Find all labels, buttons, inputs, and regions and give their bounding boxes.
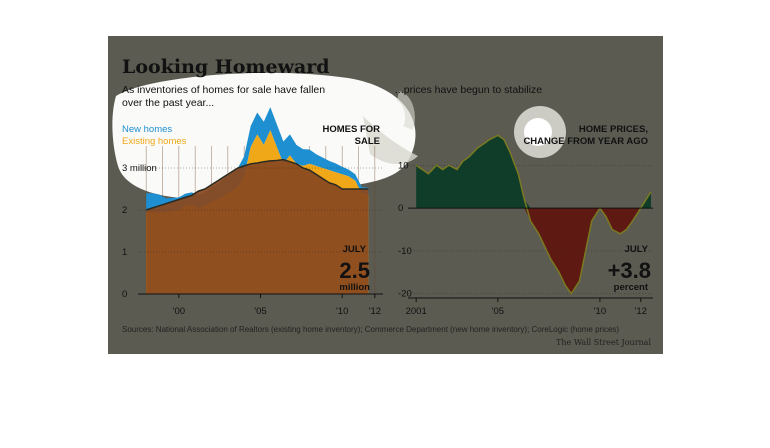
y-tick-label: -10 xyxy=(398,246,412,257)
chart-canvas: Looking Homeward As inventories of homes… xyxy=(112,56,653,347)
y-tick-label: 1 xyxy=(122,247,127,258)
series-trend-area xyxy=(146,159,369,294)
series-new-homes-area xyxy=(146,107,369,213)
right-callout-month: JULY xyxy=(625,244,649,255)
left-callout-month: JULY xyxy=(343,244,367,255)
x-tick-label: '00 xyxy=(173,306,185,317)
x-tick-label: 2001 xyxy=(406,306,427,317)
y-tick-label: -20 xyxy=(398,289,412,300)
y-tick-label: 10 xyxy=(398,160,409,171)
right-callout-value: +3.8 xyxy=(608,258,651,283)
legend-existing-homes: Existing homes xyxy=(122,136,187,147)
highlight-arc xyxy=(396,91,415,130)
x-tick-label: '10 xyxy=(336,306,348,317)
y-tick-label: 0 xyxy=(122,289,127,300)
highlight-tail xyxy=(363,116,418,164)
left-chart-title-line1: HOMES FOR xyxy=(322,124,380,135)
series-positive-area xyxy=(416,135,651,209)
x-tick-label: '12 xyxy=(635,306,647,317)
x-tick-label: '05 xyxy=(492,306,504,317)
left-callout-unit: million xyxy=(339,282,370,293)
left-callout-value: 2.5 xyxy=(339,258,370,283)
series-price-line xyxy=(415,134,652,296)
x-tick-label: '10 xyxy=(594,306,606,317)
legend-new-homes: New homes xyxy=(122,124,172,135)
y-tick-label: 3 million xyxy=(122,163,157,174)
left-chart-title-line2: SALE xyxy=(355,136,380,147)
x-tick-label: '05 xyxy=(254,306,266,317)
credit-line: The Wall Street Journal xyxy=(556,338,651,347)
y-tick-label: 2 xyxy=(122,205,127,216)
right-chart-title-line2: CHANGE FROM YEAR AGO xyxy=(523,136,648,147)
right-chart-title-line1: HOME PRICES, xyxy=(579,124,648,135)
highlight-ring-inner xyxy=(524,118,552,146)
right-subtitle: ...prices have begun to stabilize xyxy=(395,84,542,96)
left-subtitle-line2: over the past year... xyxy=(122,97,214,109)
chart-panel: Looking Homeward As inventories of homes… xyxy=(108,36,663,354)
page-title: Looking Homeward xyxy=(122,56,330,78)
series-trend-line xyxy=(145,158,369,211)
y-tick-label: 0 xyxy=(398,203,403,214)
left-subtitle-line1: As inventories of homes for sale have fa… xyxy=(122,84,325,96)
home-prices-chart: 10 0 -10 -20 2001 '05 '10 '12 xyxy=(398,134,653,317)
sources-note: Sources: National Association of Realtor… xyxy=(122,325,619,334)
homes-for-sale-chart: 0 1 2 3 million '00 '05 '10 '12 xyxy=(122,107,383,317)
right-callout-unit: percent xyxy=(614,282,649,293)
x-tick-label: '12 xyxy=(369,306,381,317)
